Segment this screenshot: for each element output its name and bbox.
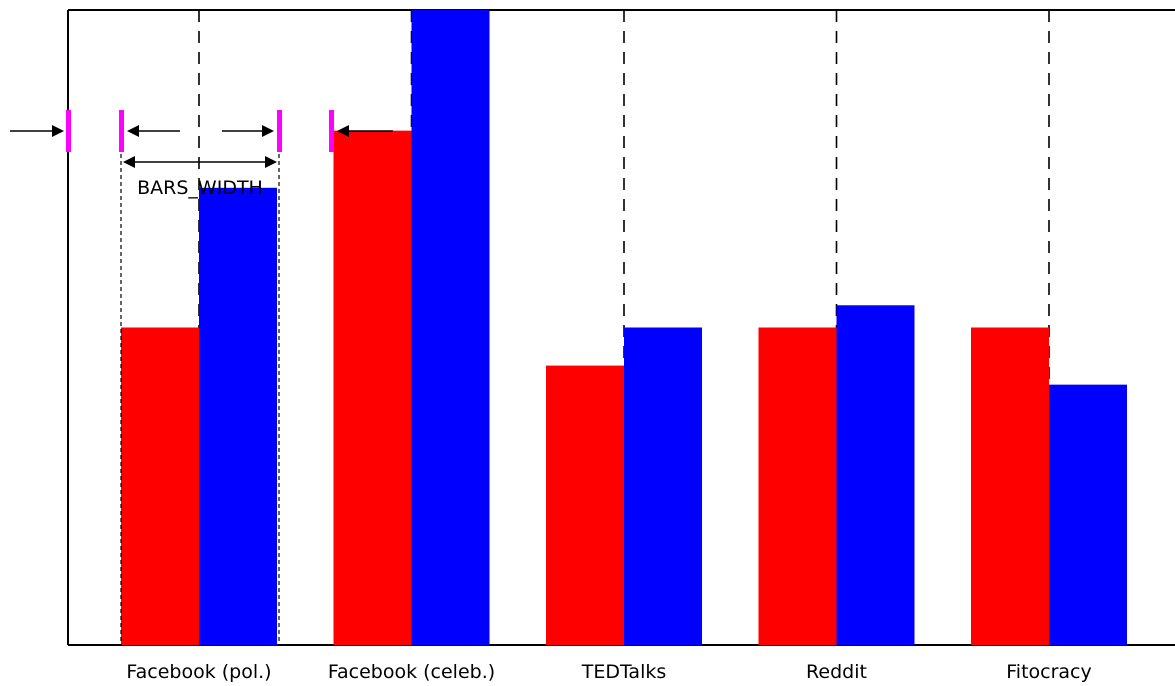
x-tick-label-0: Facebook (pol.)	[126, 661, 271, 683]
x-tick-label-3: Reddit	[806, 661, 867, 683]
bars-width-label: BARS_WIDTH	[137, 177, 263, 199]
marker-tick-4	[329, 110, 334, 152]
bars-width-annotation: BARS_WIDTH	[10, 110, 393, 645]
bar-series0-4	[971, 327, 1049, 645]
bars	[121, 10, 1127, 646]
x-tick-label-4: Fitocracy	[1006, 661, 1092, 683]
marker-tick-2	[119, 110, 124, 152]
width-arrow-head-right	[265, 156, 277, 168]
bar-series1-2	[624, 327, 702, 645]
marker-tick-3	[277, 110, 282, 152]
x-tick-label-1: Facebook (celeb.)	[328, 661, 495, 683]
arrow-right-2-head	[262, 125, 274, 137]
arrow-right-1-head	[52, 125, 64, 137]
bar-series1-3	[836, 305, 915, 645]
bar-series0-3	[758, 327, 837, 645]
bar-series0-1	[333, 130, 412, 645]
bar-series1-1	[411, 10, 490, 645]
bar-series1-0	[199, 187, 277, 646]
x-tick-labels: Facebook (pol.) Facebook (celeb.) TEDTalks…	[126, 661, 1091, 683]
width-arrow-head-left	[123, 156, 135, 168]
bar-series0-2	[546, 365, 624, 645]
bar-series1-4	[1049, 384, 1127, 645]
bar-series0-0	[121, 327, 199, 645]
arrow-left-1-head	[127, 125, 139, 137]
x-tick-label-2: TEDTalks	[581, 661, 667, 683]
arrow-left-2-head	[337, 125, 349, 137]
marker-tick-1	[66, 110, 71, 152]
